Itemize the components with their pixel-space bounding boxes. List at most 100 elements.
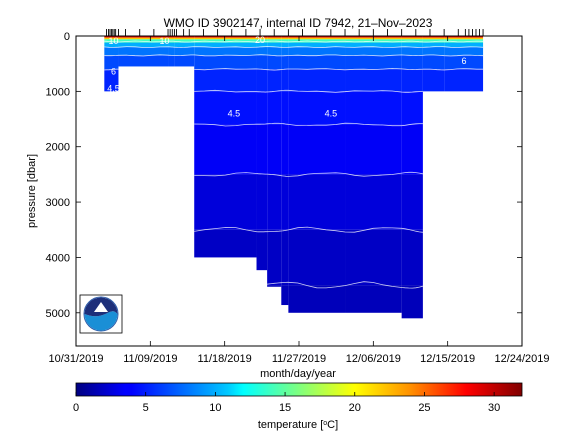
noaa-logo [79, 294, 123, 334]
heat-cell [444, 36, 484, 38]
heat-cell [288, 91, 346, 125]
heat-cell [267, 47, 282, 56]
heat-cell [422, 36, 445, 38]
heat-cell [281, 69, 289, 92]
heat-cell [345, 174, 402, 230]
y-tick-label: 2000 [46, 142, 70, 154]
heat-cell [194, 36, 257, 38]
heat-cell [267, 69, 282, 92]
heat-cell [194, 42, 257, 48]
heat-cell [194, 39, 257, 43]
heat-cell [444, 47, 484, 56]
y-tick-label: 1000 [46, 86, 70, 98]
heat-cell [194, 124, 257, 175]
heat-cell [118, 37, 169, 40]
heat-cell [256, 39, 268, 43]
heat-cell [288, 37, 346, 40]
heat-cell [267, 124, 282, 175]
heat-cell [345, 69, 402, 92]
heat-cell [422, 37, 445, 40]
heat-cell [267, 42, 282, 48]
colorbar-tick-label: 30 [488, 402, 500, 414]
heat-cell [288, 285, 346, 313]
heat-cell [267, 174, 282, 230]
heat-cell [288, 36, 346, 38]
heat-cell [256, 69, 268, 92]
temperature-section [104, 36, 484, 319]
heat-cell [256, 229, 268, 271]
heat-cell [281, 174, 289, 230]
isotherm-line [104, 54, 484, 57]
y-axis: 0 1000 2000 3000 4000 5000 [46, 31, 522, 320]
contour-label: 6 [461, 56, 466, 66]
x-tick-label: 11/18/2019 [198, 353, 252, 365]
isotherm-contours [104, 40, 484, 289]
colorbar-tick-label: 15 [279, 402, 291, 414]
heat-cell [118, 39, 169, 43]
heat-cell [281, 124, 289, 175]
heat-cell [401, 37, 423, 40]
heat-cell [174, 55, 195, 67]
heat-cell [422, 39, 445, 43]
heat-cell [104, 42, 119, 48]
isotherm-line [104, 40, 484, 43]
heat-cell [168, 37, 175, 40]
heat-cell [256, 174, 268, 230]
heat-cell [401, 174, 423, 230]
heat-cell [256, 37, 268, 40]
heat-cell [194, 229, 257, 258]
heat-cell [401, 229, 423, 286]
x-tick-label: 12/24/2019 [494, 353, 549, 365]
heat-cell [168, 55, 175, 67]
colorbar-tick-label: 25 [418, 402, 430, 414]
contour-label: 20 [255, 35, 265, 45]
degree-symbol: o [323, 420, 327, 427]
heat-cell [401, 285, 423, 319]
heat-cell [422, 69, 445, 92]
heat-cell [118, 42, 169, 48]
colorbar-tick-label: 0 [73, 402, 79, 414]
heat-cell [444, 69, 484, 92]
heat-cell [345, 285, 402, 313]
heat-cell [401, 55, 423, 70]
heat-cell [444, 39, 484, 43]
heat-cell [174, 39, 195, 43]
heat-cell [288, 42, 346, 48]
heat-cell [194, 37, 257, 40]
heat-cell [281, 42, 289, 48]
heat-cell [401, 124, 423, 175]
heat-cell [174, 42, 195, 48]
heat-cell [281, 47, 289, 56]
heat-cell [345, 42, 402, 48]
colorbar-tick-label: 5 [143, 402, 149, 414]
contour-label: 6 [111, 66, 116, 76]
heat-cell [174, 47, 195, 56]
heat-cell [168, 47, 175, 56]
heat-cell [345, 124, 402, 175]
x-tick-label: 10/31/2019 [48, 353, 103, 365]
heat-cell [267, 37, 282, 40]
heat-cell [168, 42, 175, 48]
heat-cell [194, 174, 257, 230]
heat-cell [104, 47, 119, 56]
isotherm-line [104, 67, 484, 71]
heat-cell [256, 124, 268, 175]
chart-title: WMO ID 3902147, internal ID 7942, 21–Nov… [164, 16, 433, 30]
heat-cell [444, 42, 484, 48]
colorbar-tick-label: 10 [209, 402, 221, 414]
isotherm-line [194, 122, 423, 127]
heat-cell [104, 39, 119, 43]
colorbar [75, 382, 523, 397]
heat-cell [256, 47, 268, 56]
heat-cell [345, 55, 402, 70]
colorbar-label-text: temperature [ [258, 419, 323, 431]
contour-label: 4.5 [325, 109, 338, 119]
contour-label: 4.5 [228, 109, 241, 119]
contour-label: 4.5 [107, 84, 120, 94]
contour-labels: 4.5 4.5 4.5 6 6 10 10 20 [107, 35, 466, 119]
heat-cell [401, 91, 423, 125]
x-tick-label: 11/09/2019 [123, 353, 177, 365]
heat-cell [118, 36, 169, 38]
heat-cell [288, 55, 346, 70]
